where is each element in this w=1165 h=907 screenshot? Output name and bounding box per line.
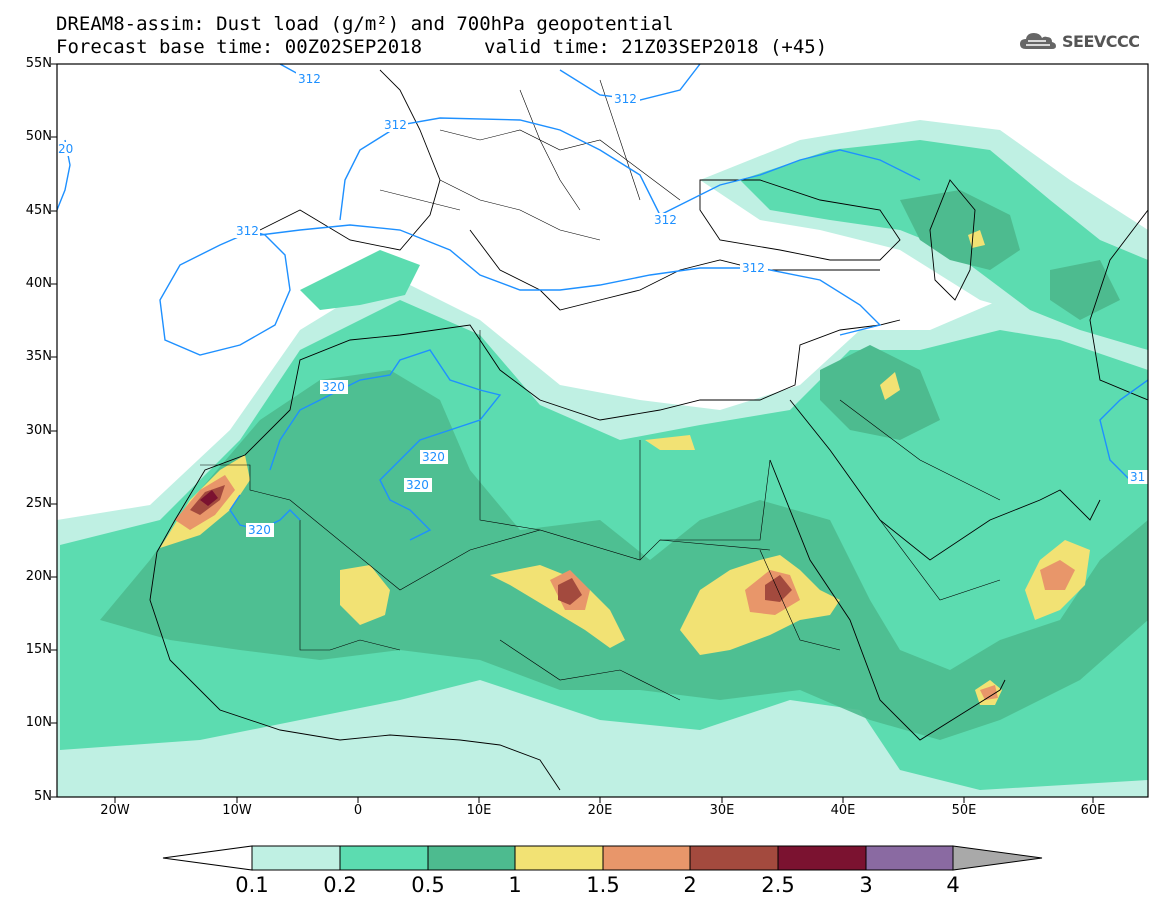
valid-time: valid time: 21Z03SEP2018 (+45) (484, 36, 828, 58)
contour-label-320: 320 (322, 380, 345, 394)
lon-label: 60E (1080, 803, 1106, 818)
colorbar-label: 2.5 (761, 873, 795, 897)
contour-label-320: 320 (422, 450, 445, 464)
axis-ticks (51, 63, 1094, 803)
lat-label: 5N (34, 789, 52, 804)
colorbar-label: 2 (683, 873, 697, 897)
colorbar-label: 0.2 (323, 873, 357, 897)
colorbar (162, 845, 1043, 871)
lat-label: 50N (25, 129, 52, 144)
lat-label: 30N (25, 423, 52, 438)
lon-label: 0 (353, 803, 363, 818)
lat-label: 10N (25, 715, 52, 730)
contour-label-312: 312 (236, 224, 259, 238)
contour-labels: 312 312 312 312 312 312 320 320 320 320 … (57, 72, 1148, 537)
contour-label-312: 312 (614, 92, 637, 106)
lat-label: 20N (25, 569, 52, 584)
colorbar-bin-0 (251, 845, 341, 871)
contour-label-320: 320 (406, 478, 429, 492)
europe-borders (379, 79, 681, 241)
colorbar-bin-5 (689, 845, 779, 871)
contour-label-312: 312 (384, 118, 407, 132)
lon-label: 20W (100, 803, 130, 818)
contour-label-312: 312 (298, 72, 321, 86)
cloud-icon (1020, 33, 1056, 49)
contour-label-20: 20 (58, 142, 73, 156)
lon-label: 30E (709, 803, 735, 818)
contour-label-31: 31 (1130, 470, 1145, 484)
colorbar-label: 0.1 (235, 873, 269, 897)
colorbar-label: 1 (508, 873, 522, 897)
lat-label: 15N (25, 642, 52, 657)
lon-label: 20E (587, 803, 613, 818)
lon-label: 10W (222, 803, 252, 818)
colorbar-label: 0.5 (411, 873, 445, 897)
contour-label-320: 320 (248, 523, 271, 537)
lat-label: 35N (25, 349, 52, 364)
lat-label: 40N (25, 276, 52, 291)
contour-label-312: 312 (742, 261, 765, 275)
colorbar-over-triangle (952, 845, 1043, 871)
lat-label: 55N (25, 56, 52, 71)
coastlines (149, 69, 1148, 791)
colorbar-bin-1 (339, 845, 429, 871)
seevccc-logo: SEEVCCC (1018, 28, 1140, 54)
colorbar-bin-2 (427, 845, 516, 871)
logo-text: SEEVCCC (1062, 31, 1140, 51)
dust-region-dark (200, 490, 218, 506)
colorbar-label: 1.5 (586, 873, 620, 897)
lon-label: 10E (466, 803, 492, 818)
colorbar-bin-7 (865, 845, 954, 871)
contour-label-312: 312 (654, 213, 677, 227)
lat-label: 45N (25, 203, 52, 218)
map-title: DREAM8-assim: Dust load (g/m²) and 700hP… (56, 13, 674, 35)
colorbar-label: 3 (859, 873, 873, 897)
dust-region-yellow (160, 230, 1090, 705)
lon-label: 50E (951, 803, 977, 818)
lat-label: 25N (25, 496, 52, 511)
colorbar-under-triangle (162, 845, 253, 871)
country-borders (200, 330, 1001, 701)
lon-label: 40E (830, 803, 856, 818)
colorbar-bin-6 (777, 845, 867, 871)
forecast-base-time: Forecast base time: 00Z02SEP2018 (56, 36, 423, 58)
colorbar-bin-4 (602, 845, 691, 871)
colorbar-bin-3 (514, 845, 604, 871)
colorbar-label: 4 (946, 873, 960, 897)
